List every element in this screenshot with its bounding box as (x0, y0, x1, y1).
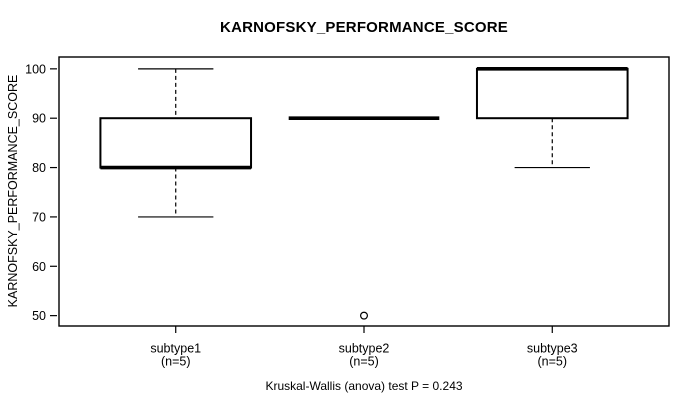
x-count-label: (n=5) (538, 355, 568, 369)
y-tick-label: 70 (32, 210, 46, 224)
y-tick-label: 100 (25, 62, 46, 76)
y-tick-label: 80 (32, 161, 46, 175)
x-category-label: subtype3 (527, 342, 578, 356)
y-tick-label: 50 (32, 309, 46, 323)
chart-title: KARNOFSKY_PERFORMANCE_SCORE (220, 19, 508, 36)
iqr-box (99, 117, 253, 169)
x-category-label: subtype1 (150, 342, 201, 356)
outlier-point (360, 311, 369, 320)
y-tick-label: 60 (32, 260, 46, 274)
iqr-box (475, 67, 629, 120)
y-tick-label: 90 (32, 112, 46, 126)
stat-test-caption: Kruskal-Wallis (anova) test P = 0.243 (265, 379, 463, 393)
x-category-label: subtype2 (339, 342, 390, 356)
x-count-label: (n=5) (349, 355, 379, 369)
x-count-label: (n=5) (161, 355, 191, 369)
